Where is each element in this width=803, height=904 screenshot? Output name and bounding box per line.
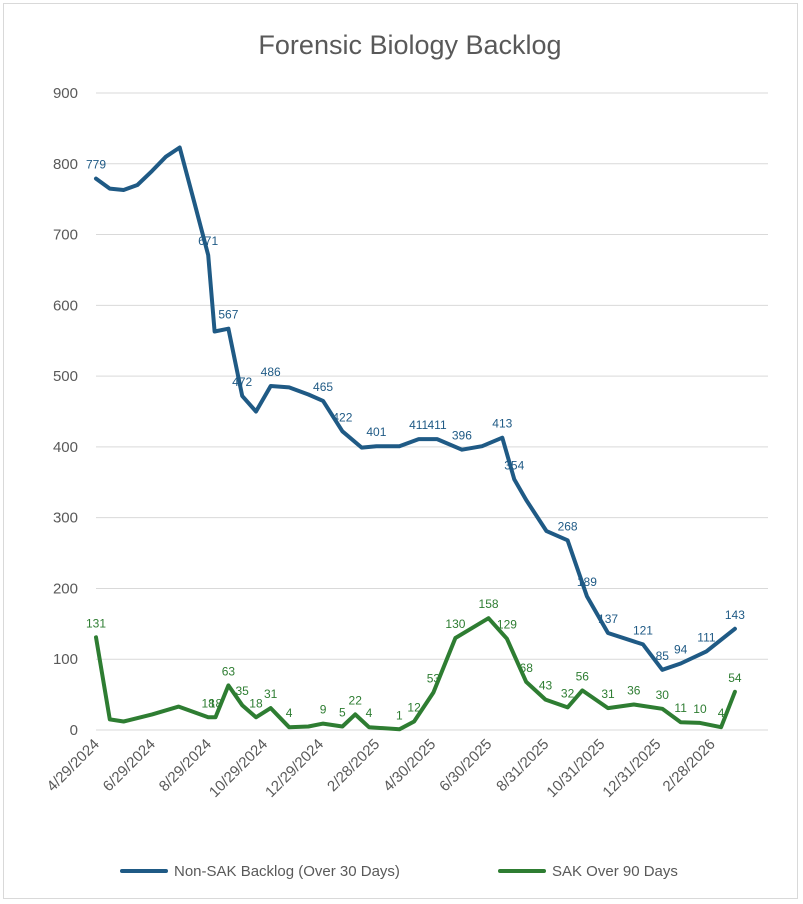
y-tick-label: 900 — [53, 85, 78, 102]
data-label: 4 — [286, 706, 293, 720]
x-tick-label: 10/29/2024 — [206, 736, 271, 801]
gridlines — [96, 92, 768, 731]
data-label: 94 — [674, 642, 688, 656]
y-tick-label: 600 — [53, 297, 78, 314]
y-axis-ticks: 0 100 200 300 400 500 600 700 800 900 — [53, 85, 78, 739]
data-label: 5 — [339, 705, 346, 719]
chart-frame — [3, 3, 798, 899]
y-tick-label: 200 — [53, 580, 78, 597]
data-label: 411 — [427, 418, 446, 432]
y-tick-label: 100 — [53, 651, 78, 668]
data-label: 43 — [539, 679, 553, 693]
data-label: 189 — [577, 575, 597, 589]
data-label: 18 — [201, 696, 215, 710]
data-label: 85 — [656, 649, 670, 663]
data-label: 68 — [520, 661, 534, 675]
data-label: 4 — [366, 706, 373, 720]
data-label: 779 — [86, 158, 106, 172]
legend: Non-SAK Backlog (Over 30 Days) SAK Over 9… — [120, 863, 678, 880]
data-label: 413 — [492, 417, 512, 431]
data-label: 1 — [396, 708, 403, 722]
data-label: 10 — [693, 702, 707, 716]
y-tick-label: 700 — [53, 227, 78, 244]
x-tick-label: 2/28/2026 — [660, 736, 719, 795]
legend-label: SAK Over 90 Days — [552, 863, 678, 880]
data-label: 472 — [232, 375, 252, 389]
data-label: 9 — [320, 703, 327, 717]
x-tick-label: 4/29/2024 — [44, 736, 103, 795]
x-tick-label: 10/31/2025 — [543, 736, 608, 801]
data-label: 130 — [445, 617, 465, 631]
data-label: 111 — [697, 630, 716, 644]
chart-title: Forensic Biology Backlog — [258, 30, 561, 60]
data-label: 143 — [725, 608, 745, 622]
x-tick-label: 12/29/2024 — [262, 736, 327, 801]
data-label: 12 — [407, 701, 421, 715]
y-tick-label: 400 — [53, 439, 78, 456]
data-label: 567 — [218, 308, 238, 322]
x-tick-label: 6/29/2024 — [100, 736, 159, 795]
legend-label: Non-SAK Backlog (Over 30 Days) — [174, 863, 400, 880]
data-label: 268 — [558, 519, 578, 533]
data-label: 18 — [249, 696, 263, 710]
data-label: 422 — [332, 410, 352, 424]
data-label: 53 — [427, 671, 441, 685]
data-label: 137 — [598, 612, 618, 626]
data-label: 131 — [86, 616, 106, 630]
data-label: 54 — [728, 671, 742, 685]
data-label: 4 — [718, 706, 725, 720]
data-label: 354 — [504, 458, 524, 472]
x-tick-label: 12/31/2025 — [599, 736, 664, 801]
data-label: 465 — [313, 380, 333, 394]
series-line-1 — [94, 616, 737, 732]
data-label: 129 — [497, 618, 517, 632]
y-tick-label: 0 — [70, 722, 78, 739]
x-tick-label: 4/30/2025 — [380, 736, 439, 795]
data-label: 22 — [349, 693, 363, 707]
data-label: 18 — [209, 696, 223, 710]
data-label: 32 — [561, 686, 575, 700]
x-tick-label: 6/30/2025 — [436, 736, 495, 795]
data-label: 121 — [633, 623, 653, 637]
x-tick-label: 8/29/2024 — [156, 736, 215, 795]
data-label: 36 — [627, 684, 641, 698]
x-tick-label: 8/31/2025 — [493, 736, 552, 795]
data-label: 56 — [576, 669, 590, 683]
data-label: 31 — [601, 687, 615, 701]
data-label: 63 — [222, 664, 236, 678]
data-label: 401 — [366, 425, 386, 439]
data-label: 31 — [264, 687, 278, 701]
series-lines — [94, 145, 737, 732]
x-axis-ticks: 4/29/20246/29/20248/29/202410/29/202412/… — [44, 736, 719, 801]
data-label: 411 — [409, 418, 428, 432]
y-tick-label: 500 — [53, 368, 78, 385]
data-label: 35 — [235, 684, 249, 698]
x-tick-label: 2/28/2025 — [324, 736, 383, 795]
data-label: 671 — [198, 234, 218, 248]
data-label: 486 — [261, 365, 281, 379]
data-label: 30 — [656, 688, 670, 702]
series-line-0 — [94, 145, 737, 672]
data-label: 396 — [452, 429, 472, 443]
y-tick-label: 300 — [53, 510, 78, 527]
data-label: 11 — [674, 701, 687, 715]
data-label: 158 — [479, 597, 499, 611]
y-tick-label: 800 — [53, 156, 78, 173]
